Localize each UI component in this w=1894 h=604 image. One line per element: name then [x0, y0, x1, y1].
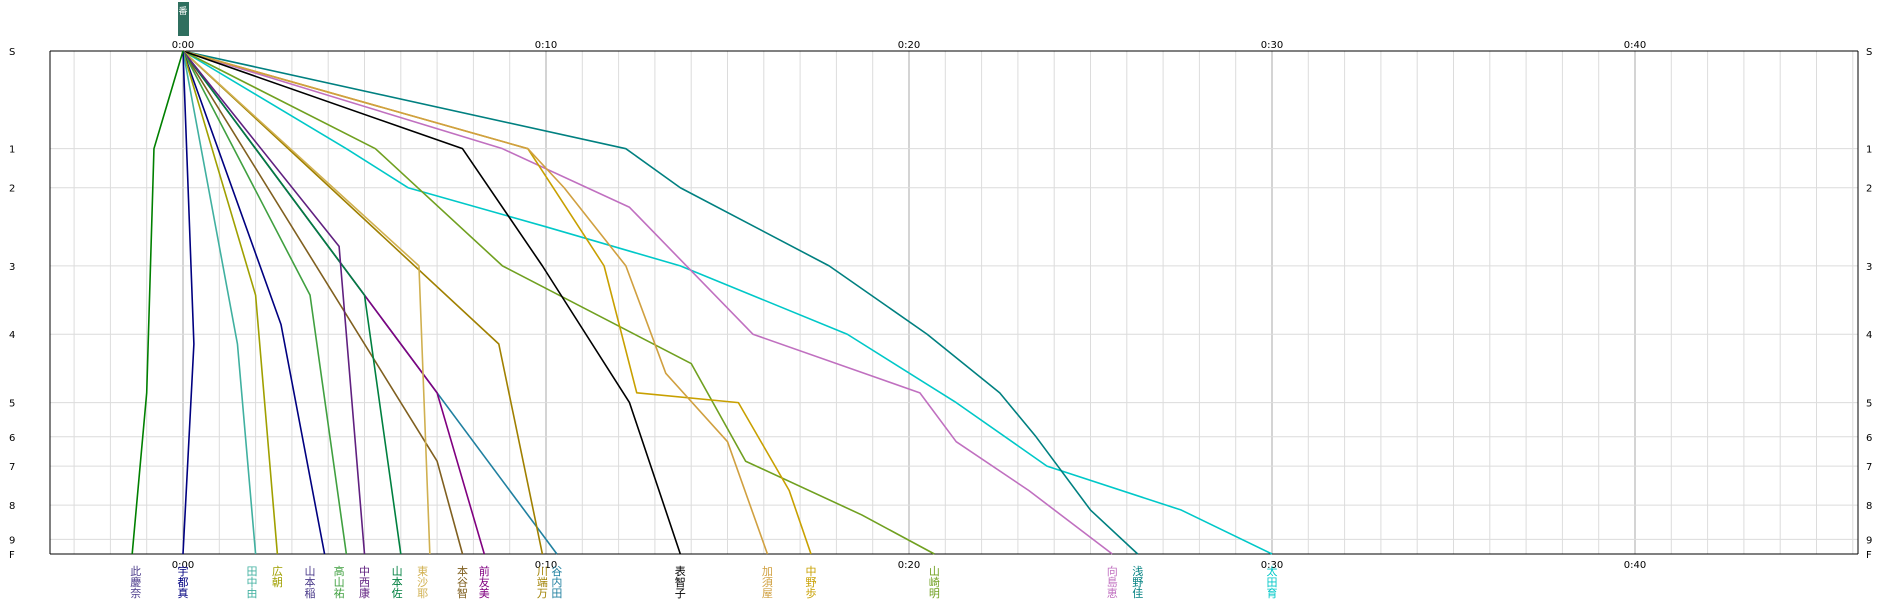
series-lines [131, 50, 1273, 555]
runner-label: 谷内田 [551, 565, 562, 600]
series-line [182, 50, 348, 555]
y-tick-label-right: 9 [1866, 535, 1872, 546]
series-line [182, 50, 486, 555]
runner-label: 田中由 [246, 565, 257, 600]
runner-label: 浅野佳 [1132, 565, 1143, 600]
y-tick-label-right: S [1866, 47, 1872, 58]
y-tick-label-left: 7 [9, 462, 15, 473]
runner-label: 山崎明 [929, 565, 940, 600]
series-line [182, 50, 366, 555]
series-line [182, 50, 326, 555]
runner-label: 加須屋 [762, 565, 773, 600]
y-tick-label-right: 2 [1866, 184, 1872, 195]
series-line [182, 50, 195, 555]
series-line [182, 50, 431, 555]
y-tick-label-left: F [9, 550, 15, 561]
y-tick-label-left: S [9, 47, 15, 58]
runner-label: 広朝 [272, 565, 283, 589]
runner-label: 山本佐 [392, 565, 403, 600]
runner-label: 前友美 [479, 564, 490, 600]
y-tick-label-right: F [1866, 550, 1872, 561]
y-tick-label-left: 3 [9, 262, 15, 273]
series-line [182, 50, 279, 555]
runner-label: 宇都真 [178, 565, 189, 600]
y-tick-label-left: 9 [9, 535, 15, 546]
series-line [182, 50, 1113, 555]
x-tick-label-top: 0:10 [535, 40, 557, 51]
x-tick-label-bottom: 0:00 [172, 560, 194, 571]
runner-label: 太田育 [1267, 565, 1278, 600]
series-line [182, 50, 544, 555]
series-line [182, 50, 812, 555]
y-tick-label-left: 5 [9, 399, 15, 410]
y-tick-label-right: 3 [1866, 262, 1872, 273]
series-line [182, 50, 1273, 555]
y-tick-label-left: 8 [9, 501, 15, 512]
runner-label: 此慶奈 [130, 565, 141, 600]
x-tick-label-bottom: 0:30 [1261, 560, 1283, 571]
runner-label: 表智子 [675, 564, 686, 600]
y-tick-label-right: 5 [1866, 399, 1872, 410]
x-tick-label-top: 0:20 [898, 40, 920, 51]
y-tick-label-left: 1 [9, 145, 15, 156]
x-tick-label-bottom: 0:10 [535, 560, 557, 571]
series-line [182, 50, 769, 555]
x-tick-label-top: 0:00 [172, 40, 194, 51]
series-line [182, 50, 682, 555]
runner-label: 山本稲 [305, 565, 316, 600]
y-tick-label-left: 4 [9, 330, 15, 341]
x-tick-label-bottom: 0:40 [1624, 560, 1646, 571]
runner-label: 川端万 [537, 565, 548, 600]
runner-label: 本谷智 [457, 564, 468, 600]
series-line [182, 50, 935, 555]
start-marker-label: 番 [178, 5, 187, 17]
y-tick-label-right: 7 [1866, 462, 1872, 473]
series-line [131, 50, 184, 555]
series-line [182, 50, 402, 555]
y-tick-label-left: 2 [9, 184, 15, 195]
series-line [182, 50, 257, 555]
y-tick-label-right: 6 [1866, 433, 1872, 444]
runner-label: 中野歩 [805, 565, 816, 600]
series-line [182, 50, 1139, 555]
series-line [182, 50, 464, 555]
y-tick-label-right: 1 [1866, 145, 1872, 156]
runner-label: 高山祐 [334, 564, 345, 600]
grid [50, 50, 1858, 555]
y-tick-label-right: 8 [1866, 501, 1872, 512]
runner-label: 東沙耶 [417, 565, 428, 600]
start-marker [178, 2, 189, 36]
y-tick-label-left: 6 [9, 433, 15, 444]
x-tick-label-top: 0:30 [1261, 40, 1283, 51]
axes: S S 1 1 2 2 3 3 4 4 5 5 6 6 7 7 8 8 9 9 F F 0:00 0:00 0:10 0:10 0:… [9, 2, 1872, 571]
runner-label: 中西康 [359, 565, 370, 600]
x-tick-label-bottom: 0:20 [898, 560, 920, 571]
x-tick-label-top: 0:40 [1624, 40, 1646, 51]
runner-label: 向島恵 [1107, 564, 1118, 600]
y-tick-label-right: 4 [1866, 330, 1872, 341]
